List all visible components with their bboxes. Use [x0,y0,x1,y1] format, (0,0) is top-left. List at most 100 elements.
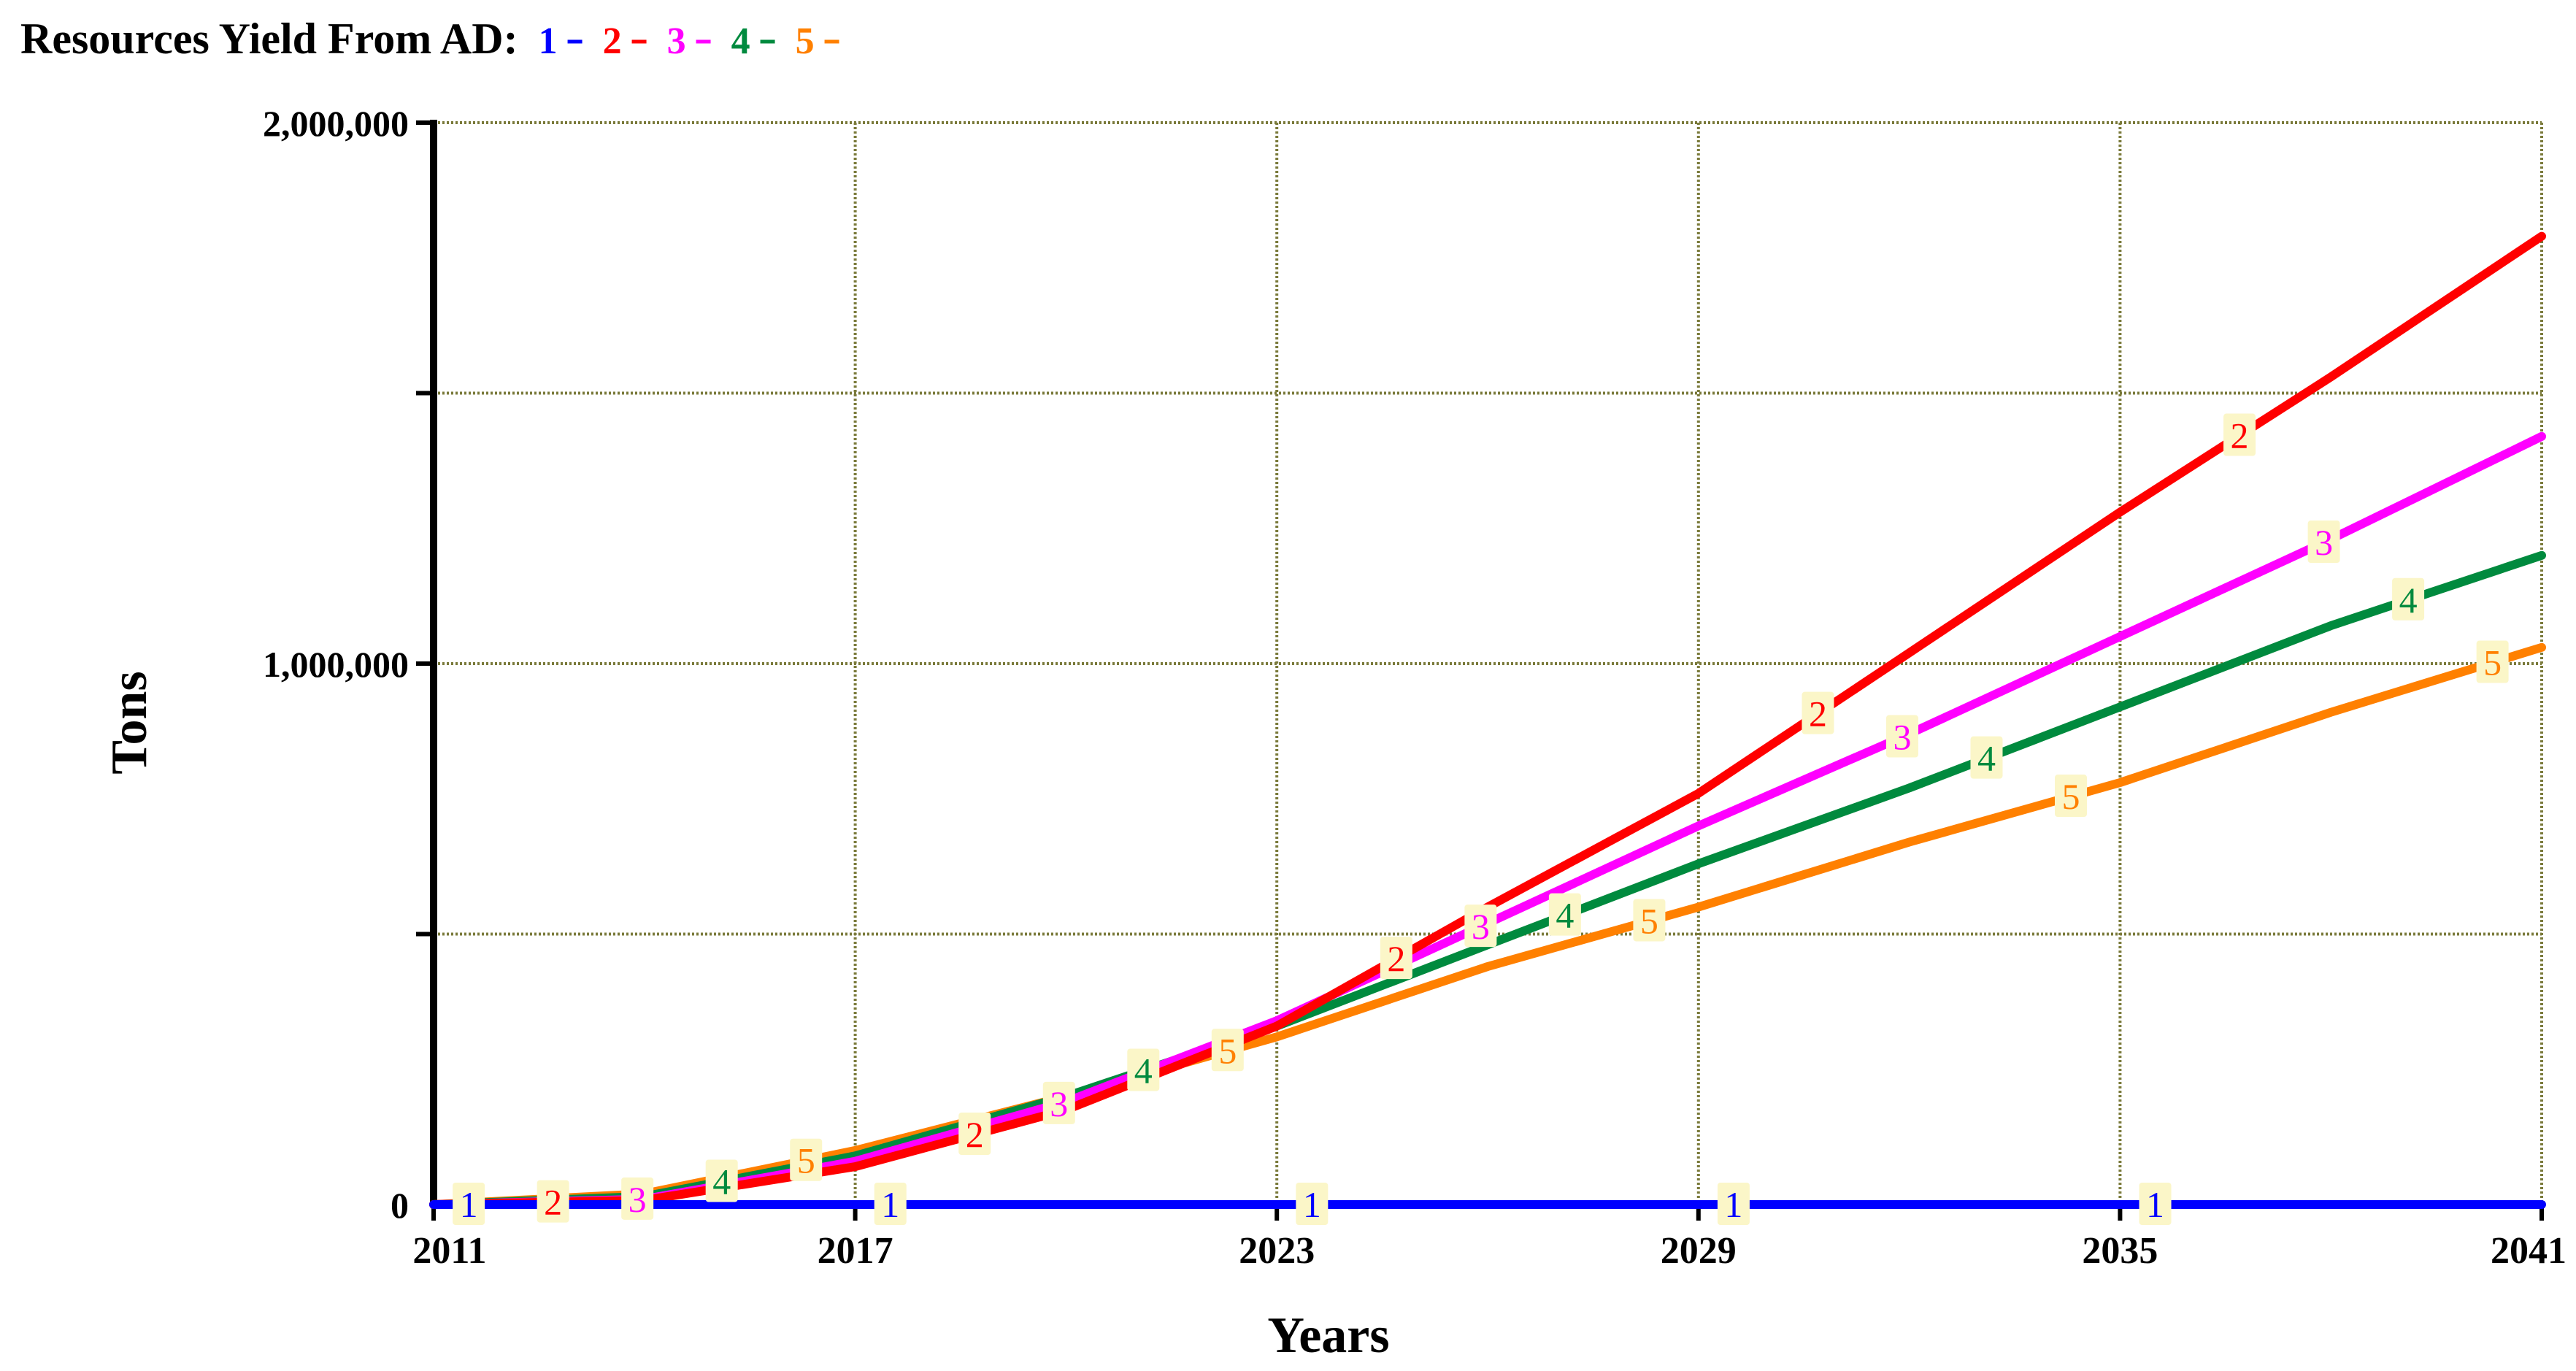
marker-label: 2 [966,1114,984,1155]
series-line-5 [429,642,2546,1209]
y-tick-label: 1,000,000 [263,644,409,685]
series-marker-2: 2 [1802,691,1834,734]
marker-background [1548,893,1581,936]
axes: 2011 2017 2023 2029 2035 20412,000,0001,000,0… [263,103,2567,1272]
marker-background [453,1183,485,1225]
series-marker-3: 3 [621,1177,654,1220]
series-marker-3: 3 [1464,905,1497,948]
marker-background [874,1183,907,1225]
series-markers: 1 1 1 1 1 2 2 2 2 2 3 3 3 3 3 4 4 4 4 4 5 5 5 5 5 [453,413,2509,1225]
legend-item-3: 3 [667,20,711,62]
series-marker-4: 4 [2392,577,2425,621]
marker-background [2223,413,2256,456]
x-tick-label: 2035 [2082,1230,2158,1272]
marker-label: 3 [1472,906,1490,947]
marker-label: 3 [1050,1083,1068,1124]
x-tick-label: 2011 [412,1230,486,1272]
marker-label: 1 [1303,1184,1321,1225]
series-marker-1: 1 [1296,1183,1329,1225]
marker-background [1717,1183,1750,1225]
marker-background [1633,899,1666,942]
marker-label: 4 [1556,895,1574,936]
marker-background [2392,577,2425,621]
y-tick-label: 0 [391,1185,409,1226]
series-marker-5: 5 [1211,1029,1244,1072]
series-marker-3: 3 [1885,715,1918,758]
marker-label: 5 [797,1140,815,1181]
y-tick-label: 2,000,000 [263,103,409,144]
marker-label: 2 [1387,938,1405,979]
series-marker-2: 2 [537,1180,569,1223]
marker-background [1464,905,1497,948]
legend-series-label: 4 [731,20,750,62]
series-marker-1: 1 [2139,1183,2172,1225]
legend-item-1: 1 [539,20,583,62]
marker-background [2476,640,2509,683]
grid [434,121,2543,1205]
series-marker-2: 2 [1380,937,1412,980]
legend-series-label: 5 [796,20,815,62]
marker-background [1885,715,1918,758]
marker-background [2307,521,2340,564]
legend: 1 2 3 4 5 [539,20,839,62]
series-marker-1: 1 [453,1183,485,1225]
marker-label: 4 [2399,580,2418,621]
series-marker-4: 4 [1548,893,1581,936]
series-marker-1: 1 [1717,1183,1750,1225]
marker-label: 2 [544,1182,562,1223]
marker-background [1042,1081,1075,1124]
series-line-4 [429,550,2546,1209]
x-tick-label: 2029 [1661,1230,1737,1272]
x-axis-title: Years [1267,1307,1389,1364]
series-marker-4: 4 [1127,1048,1160,1091]
chart-title: Resources Yield From AD: [20,15,518,63]
marker-label: 1 [881,1184,899,1225]
series-marker-5: 5 [1633,899,1666,942]
marker-background [705,1159,738,1202]
marker-label: 3 [628,1179,647,1220]
series-marker-1: 1 [874,1183,907,1225]
marker-label: 4 [1977,738,1996,779]
series-marker-4: 4 [1970,736,2003,779]
series-marker-3: 3 [2307,521,2340,564]
legend-item-2: 2 [603,20,647,62]
marker-background [1802,691,1834,734]
legend-series-label: 3 [667,20,686,62]
marker-label: 2 [2231,415,2249,456]
marker-label: 3 [1893,717,1911,758]
series-marker-5: 5 [2476,640,2509,683]
y-axis-title: Tons [101,671,158,774]
x-tick-label: 2017 [818,1230,893,1272]
series-marker-5: 5 [2055,775,2088,818]
legend-item-4: 4 [731,20,775,62]
marker-background [1296,1183,1329,1225]
marker-label: 1 [2146,1184,2164,1225]
legend-series-label: 1 [539,20,558,62]
marker-label: 5 [2062,776,2080,817]
series-line-3 [429,431,2546,1209]
axis-labels: Resources Yield From AD: Years Tons [20,15,1390,1364]
marker-label: 5 [2483,642,2502,683]
marker-label: 3 [2315,522,2333,563]
marker-label: 5 [1218,1030,1237,1071]
x-tick-label: 2023 [1239,1230,1315,1272]
marker-background [1127,1048,1160,1091]
series-marker-4: 4 [705,1159,738,1202]
marker-background [958,1113,991,1156]
x-tick-label: 2041 [2491,1230,2567,1272]
marker-label: 4 [712,1161,731,1202]
marker-background [2055,775,2088,818]
marker-background [1211,1029,1244,1072]
series-marker-2: 2 [2223,413,2256,456]
marker-background [2139,1183,2172,1225]
series-lines [429,231,2546,1209]
series-marker-2: 2 [958,1113,991,1156]
marker-label: 1 [1724,1184,1742,1225]
marker-label: 2 [1809,694,1827,734]
series-marker-3: 3 [1042,1081,1075,1124]
series-line-2 [429,231,2546,1209]
marker-background [1380,937,1412,980]
marker-label: 1 [460,1184,478,1225]
marker-background [537,1180,569,1223]
